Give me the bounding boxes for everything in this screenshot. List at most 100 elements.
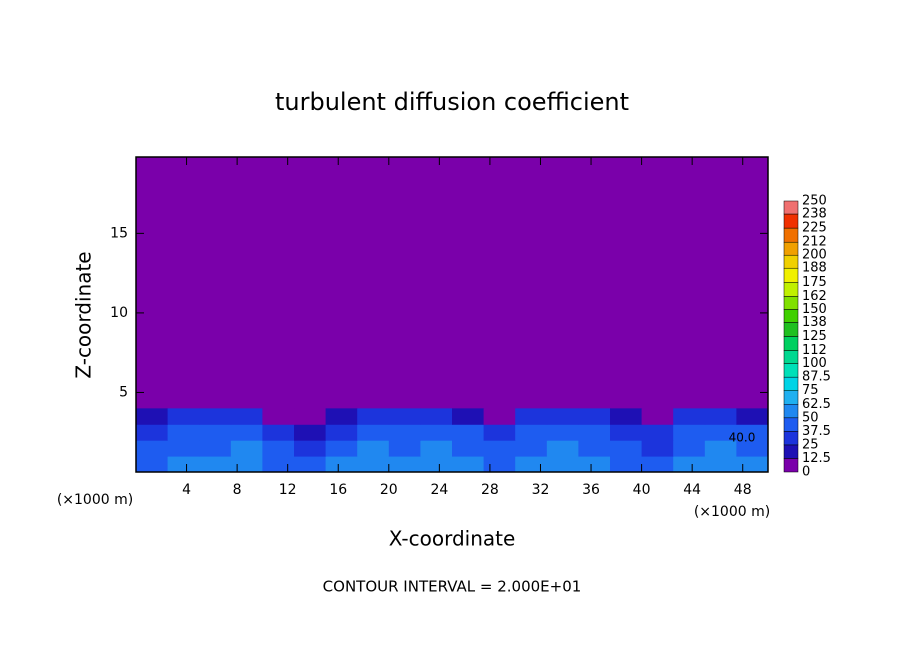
field-cell [546,408,579,425]
field-cell [483,456,516,473]
x-tick-label: 44 [683,482,701,498]
field-cell [136,456,169,473]
field-cell [641,456,674,473]
x-tick-label: 48 [734,482,752,498]
field-cell [546,424,579,441]
x-tick-label: 40 [633,482,651,498]
colorbar-swatch [783,417,799,432]
field-cell [578,424,611,441]
colorbar-swatch [783,267,799,283]
field-cell [136,408,169,425]
field-cell [230,440,263,457]
colorbar-label: 225 [802,221,827,236]
x-tick-label: 8 [233,482,242,498]
field-cell [546,440,579,457]
field-cell [357,456,390,473]
field-cell [388,456,421,473]
field-cell [610,456,643,473]
field-cell [578,408,611,425]
field-cell [641,424,674,441]
colorbar-swatch [783,296,799,310]
x-unit-label: (×1000 m) [694,504,770,520]
colorbar-swatch [783,241,799,256]
field-cell [420,424,453,441]
field-cell [357,440,390,457]
field-cell [357,424,390,441]
colorbar-label: 200 [802,248,827,263]
field-cell [704,408,737,425]
field-cell [578,456,611,473]
field-cell [736,440,769,457]
x-unit-label: (×1000 m) [57,492,133,508]
field-cell [483,408,516,425]
colorbar-label: 0 [802,465,810,480]
field-cell [578,440,611,457]
field-cell [515,424,548,441]
colorbar-swatch [783,200,799,215]
field-cell [420,408,453,425]
field-cell [294,456,327,473]
x-tick-label: 20 [380,482,398,498]
field-cell [704,456,737,473]
colorbar-label: 62.5 [802,397,831,412]
field-cell [388,424,421,441]
x-tick-label: 16 [329,482,347,498]
field-cell [388,440,421,457]
contour-label: 40.0 [729,431,756,445]
colorbar-label: 112 [802,343,827,358]
field-cell [199,456,232,473]
field-cell [420,456,453,473]
colorbar-label: 238 [802,207,827,222]
field-cell [673,456,706,473]
colorbar-swatch [783,458,799,473]
field-cell [704,440,737,457]
field-cell [420,440,453,457]
colorbar-label: 138 [802,315,827,330]
y-axis-label: Z-coordinate [72,251,96,378]
x-tick-label: 12 [279,482,297,498]
colorbar-swatch [783,363,799,378]
field-cell [325,440,358,457]
chart-title: turbulent diffusion coefficient [275,88,629,116]
field-cell [136,424,169,441]
field-cell [452,408,485,425]
y-tick-label: 5 [119,384,128,400]
field-cell [515,440,548,457]
plot-frame [135,156,769,473]
field-cell [736,424,769,441]
colorbar-swatch [783,322,799,337]
field-cell [199,440,232,457]
field-cell [357,408,390,425]
field-cell [388,408,421,425]
colorbar-label: 175 [802,275,827,290]
field-cell [546,456,579,473]
colorbar-label: 188 [802,261,827,276]
x-tick-label: 32 [532,482,550,498]
field-cell [610,440,643,457]
field-cell [167,456,200,473]
field-cell [136,440,169,457]
field-cell [515,456,548,473]
field-cell [262,456,295,473]
field-cell [610,408,643,425]
colorbar-label: 50 [802,410,819,425]
field-cell [515,408,548,425]
field-cell [641,408,674,425]
colorbar-label: 162 [802,289,827,304]
colorbar-label: 37.5 [802,424,831,439]
field-cell [641,440,674,457]
field-cell [167,440,200,457]
colorbar-label: 25 [802,437,819,452]
field-cell [230,408,263,425]
colorbar-label: 87.5 [802,370,831,385]
field-cell [167,408,200,425]
colorbar-swatch [783,309,799,323]
colorbar-label: 250 [802,194,827,209]
field-cell [483,424,516,441]
colorbar-label: 100 [802,356,827,371]
colorbar-swatch [783,254,799,269]
field-cell [704,424,737,441]
field-cell [294,424,327,441]
field-cell [452,456,485,473]
